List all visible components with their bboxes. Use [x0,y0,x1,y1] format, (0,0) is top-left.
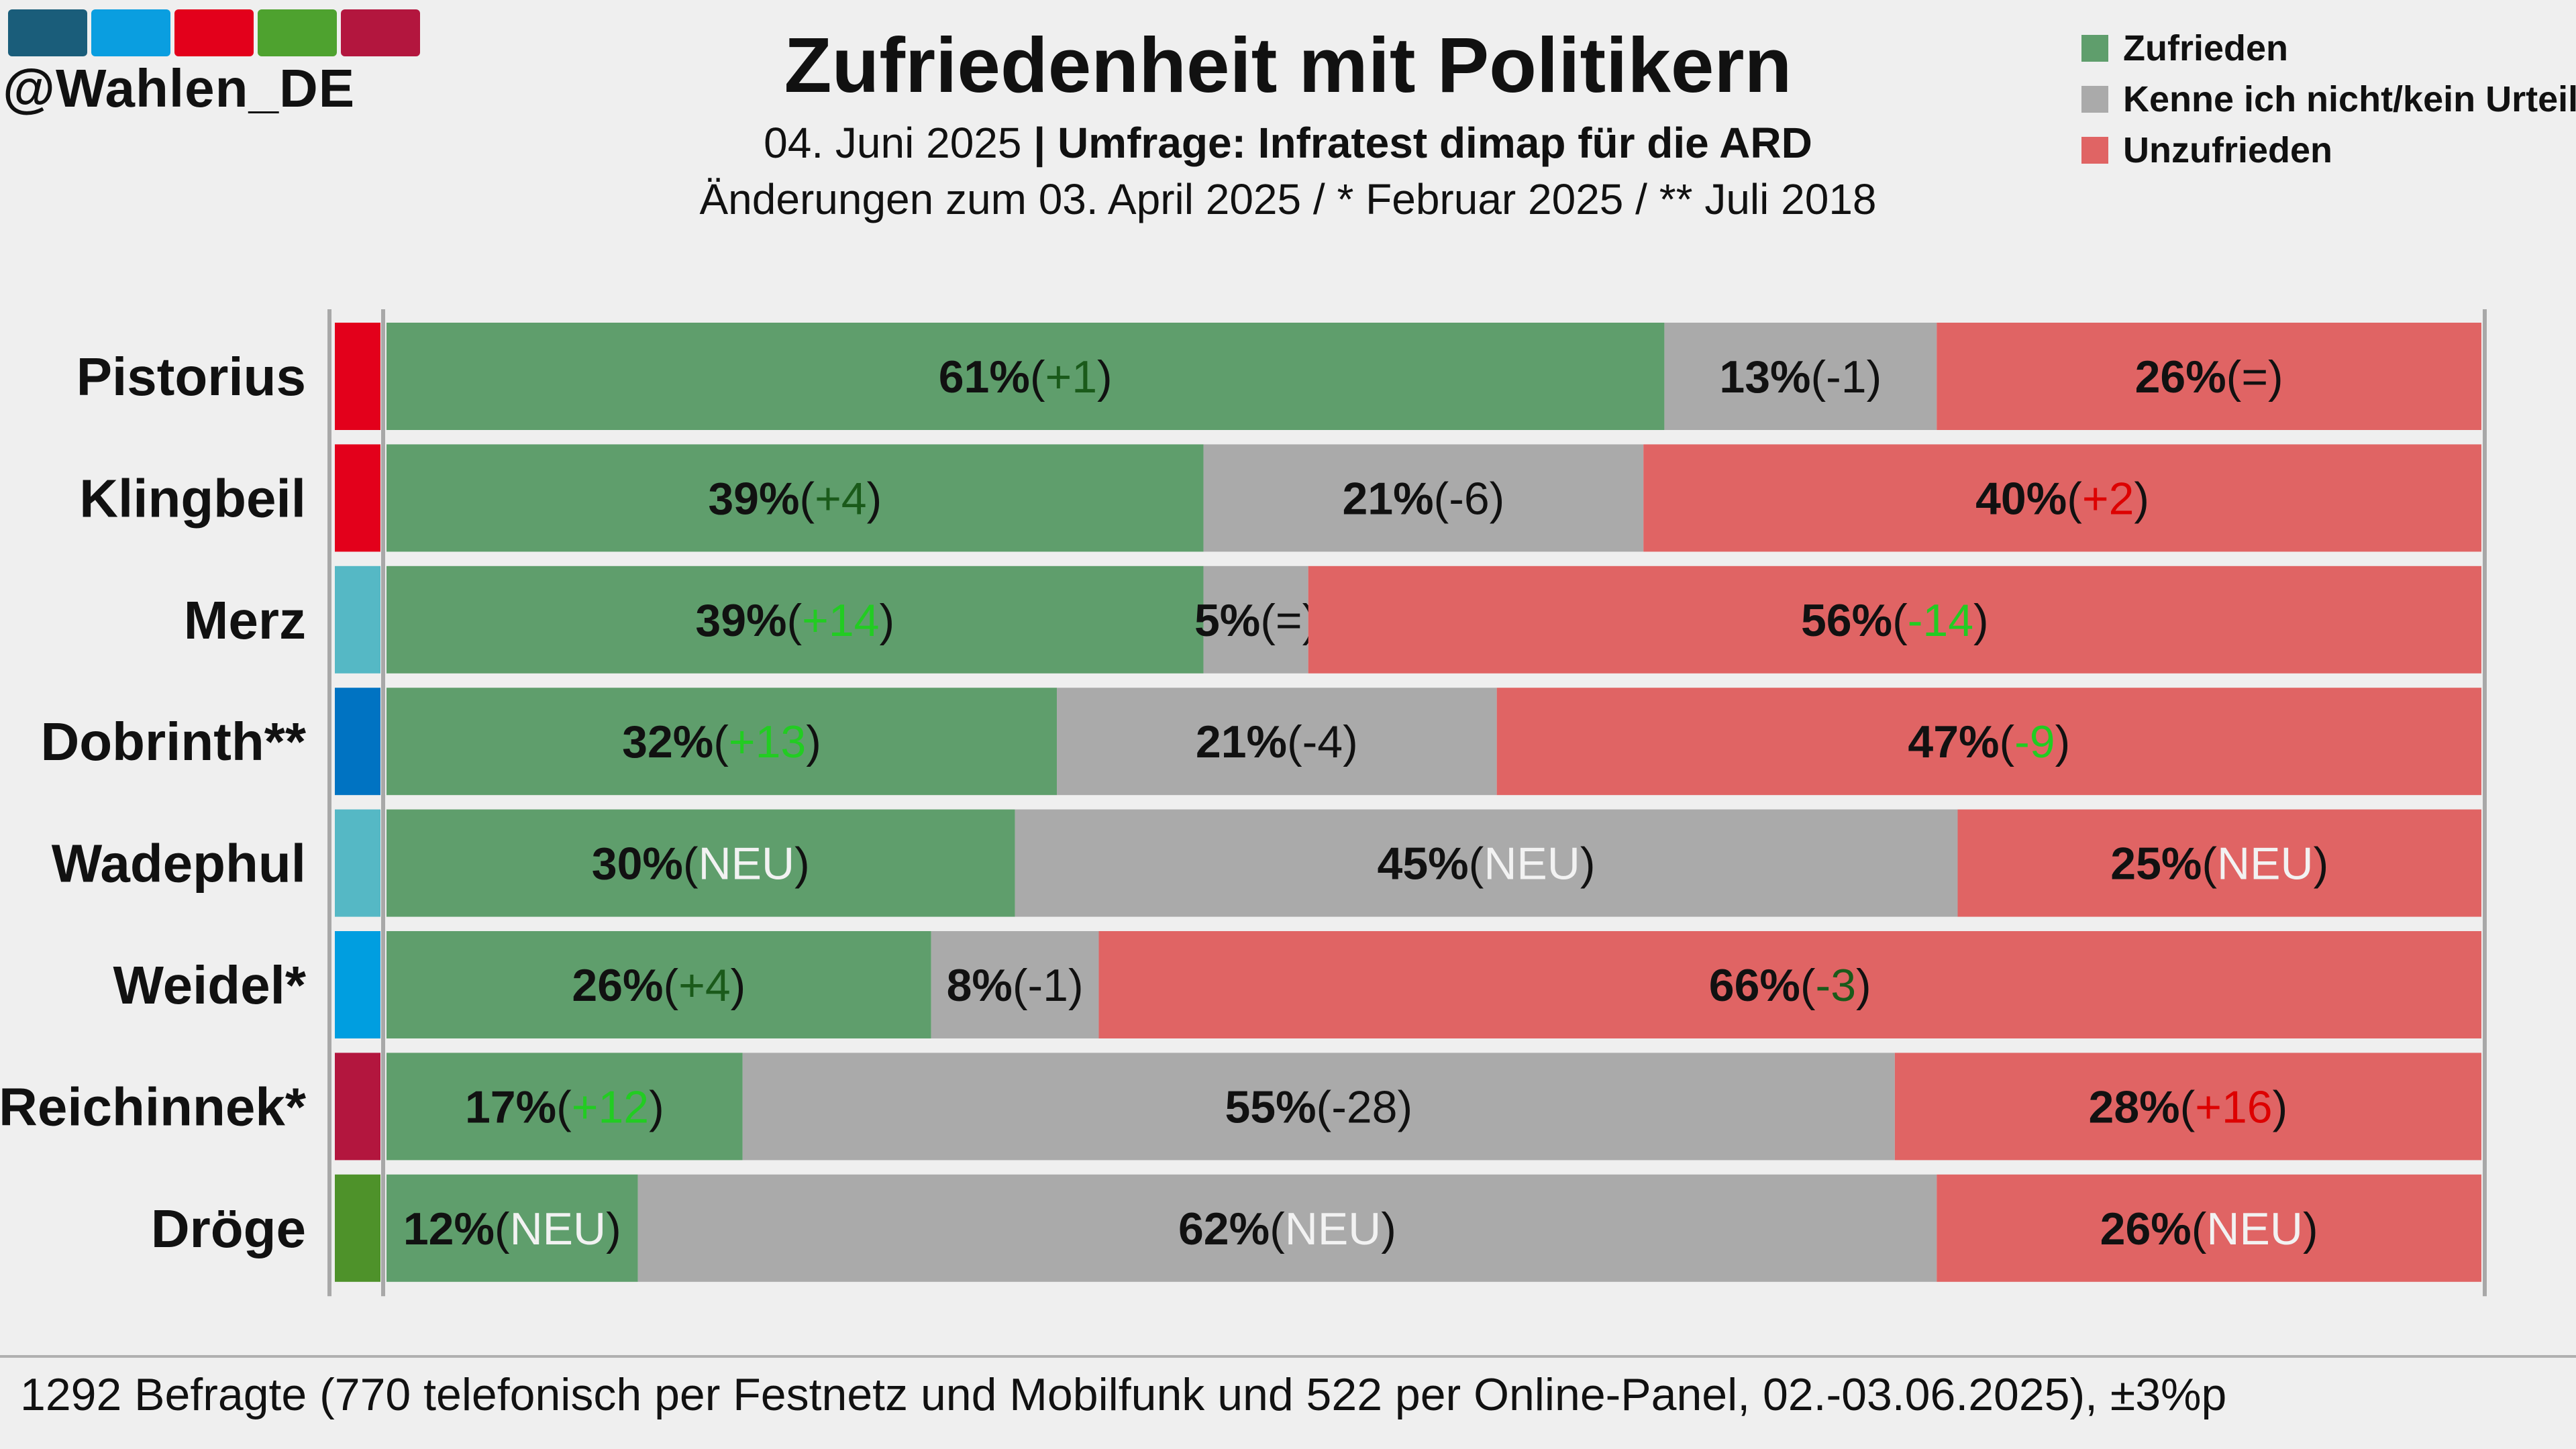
data-label: 12%(NEU) [403,1203,621,1254]
data-label: 30%(NEU) [592,839,810,890]
legend-swatch [2081,35,2108,62]
data-label: 26%(=) [2135,352,2283,402]
party-color-swatch [335,809,380,917]
legend-label: Unzufrieden [2123,130,2333,170]
bar-segment-3 [1894,1053,2481,1161]
data-label: 61%(+1) [939,352,1113,402]
party-color-swatch [335,688,380,796]
category-label: Dröge [151,1199,306,1258]
bar-segment-2 [742,1053,1895,1161]
stacked-bar-chart: Pistorius 61%(+1) 13%(-1) 26%(=) Klingbeil 39… [0,309,2487,1297]
bar-segment-3 [1937,1174,2481,1282]
data-label: 40%(+2) [1975,473,2149,524]
party-color-swatch [335,444,380,552]
data-label: 39%(+14) [695,595,894,646]
bar-segment-2 [1664,323,1937,430]
bar-segment-1 [387,1174,638,1282]
bar-segment-2 [931,931,1099,1038]
bar-segment-2 [1015,809,1958,917]
data-label: 26%(+4) [572,960,745,1011]
legend-swatch [2081,137,2108,164]
data-label: 55%(-28) [1225,1081,1412,1132]
bar-segment-1 [387,323,1665,430]
bar-segment-3 [1957,809,2481,917]
bar-segment-1 [387,688,1058,796]
category-label: Dobrinth** [40,712,306,771]
category-label: Weidel* [113,955,307,1015]
party-color-swatch [335,323,380,430]
category-label: Klingbeil [79,468,306,528]
chart-subtitle: 04. Juni 2025 | Umfrage: Infratest dimap… [0,118,2576,168]
category-label: Wadephul [52,834,306,894]
data-label: 21%(-6) [1342,473,1504,524]
data-label: 56%(-14) [1801,595,1989,646]
bar-segment-2 [637,1174,1937,1282]
legend-item-2: Kenne ich nicht/kein Urteil [2081,74,2576,125]
chart-title: Zufriedenheit mit Politikern [784,21,1792,109]
logo-square-4 [258,9,337,56]
logo-square-5 [341,9,420,56]
legend-label: Zufrieden [2123,28,2289,68]
bar-segment-1 [387,809,1015,917]
party-color-swatch [335,1053,380,1161]
data-label: 8%(-1) [947,960,1084,1011]
bar-segment-3 [1308,566,2481,674]
data-label: 62%(NEU) [1178,1203,1396,1254]
party-color-swatch [335,566,380,674]
logo-square-3 [174,9,254,56]
bar-segment-1 [387,1053,743,1161]
data-label: 13%(-1) [1719,352,1882,402]
survey-source: Umfrage: Infratest dimap für die ARD [1057,119,1812,167]
chart-legend: Zufrieden Kenne ich nicht/kein Urteil Unzu… [2081,23,2576,176]
logo-color-bars [8,9,420,56]
category-label: Merz [184,590,306,650]
bar-segment-1 [387,566,1204,674]
category-label: Reichinnek* [0,1077,307,1136]
brand-logo [8,9,420,56]
data-label: 28%(+16) [2089,1081,2288,1132]
bar-segment-3 [1643,444,2481,552]
legend-swatch [2081,86,2108,113]
data-label: 17%(+12) [465,1081,664,1132]
bar-segment-2 [1203,566,1308,674]
footer-note: 1292 Befragte (770 telefonisch per Festn… [20,1369,2227,1420]
party-color-swatch [335,1174,380,1282]
data-label: 26%(NEU) [2100,1203,2318,1254]
data-label: 32%(+13) [622,716,821,767]
bar-segment-2 [1203,444,1644,552]
legend-item-3: Unzufrieden [2081,125,2576,176]
legend-item-1: Zufrieden [2081,23,2576,74]
data-label: 25%(NEU) [2110,839,2328,890]
survey-date: 04. Juni 2025 [764,119,1022,167]
data-label: 47%(-9) [1908,716,2070,767]
bar-segment-2 [1057,688,1497,796]
party-color-swatch [335,931,380,1038]
data-label: 39%(+4) [708,473,882,524]
category-label: Pistorius [76,347,306,407]
bar-segment-1 [387,931,931,1038]
brand-handle: @Wahlen_DE [3,58,356,118]
data-label: 45%(NEU) [1378,839,1596,890]
bar-segment-3 [1937,323,2481,430]
logo-square-2 [91,9,170,56]
changes-note: Änderungen zum 03. April 2025 / * Februa… [699,175,1877,223]
data-label: 66%(-3) [1709,960,1871,1011]
footer-divider [0,1355,2576,1358]
bar-segment-1 [387,444,1204,552]
legend-label: Kenne ich nicht/kein Urteil [2123,79,2576,119]
data-label: 5%(=) [1194,595,1317,646]
data-label: 21%(-4) [1196,716,1358,767]
subtitle-separator: | [1033,119,1046,167]
logo-square-1 [8,9,87,56]
bar-segment-3 [1098,931,2481,1038]
bar-segment-3 [1496,688,2481,796]
